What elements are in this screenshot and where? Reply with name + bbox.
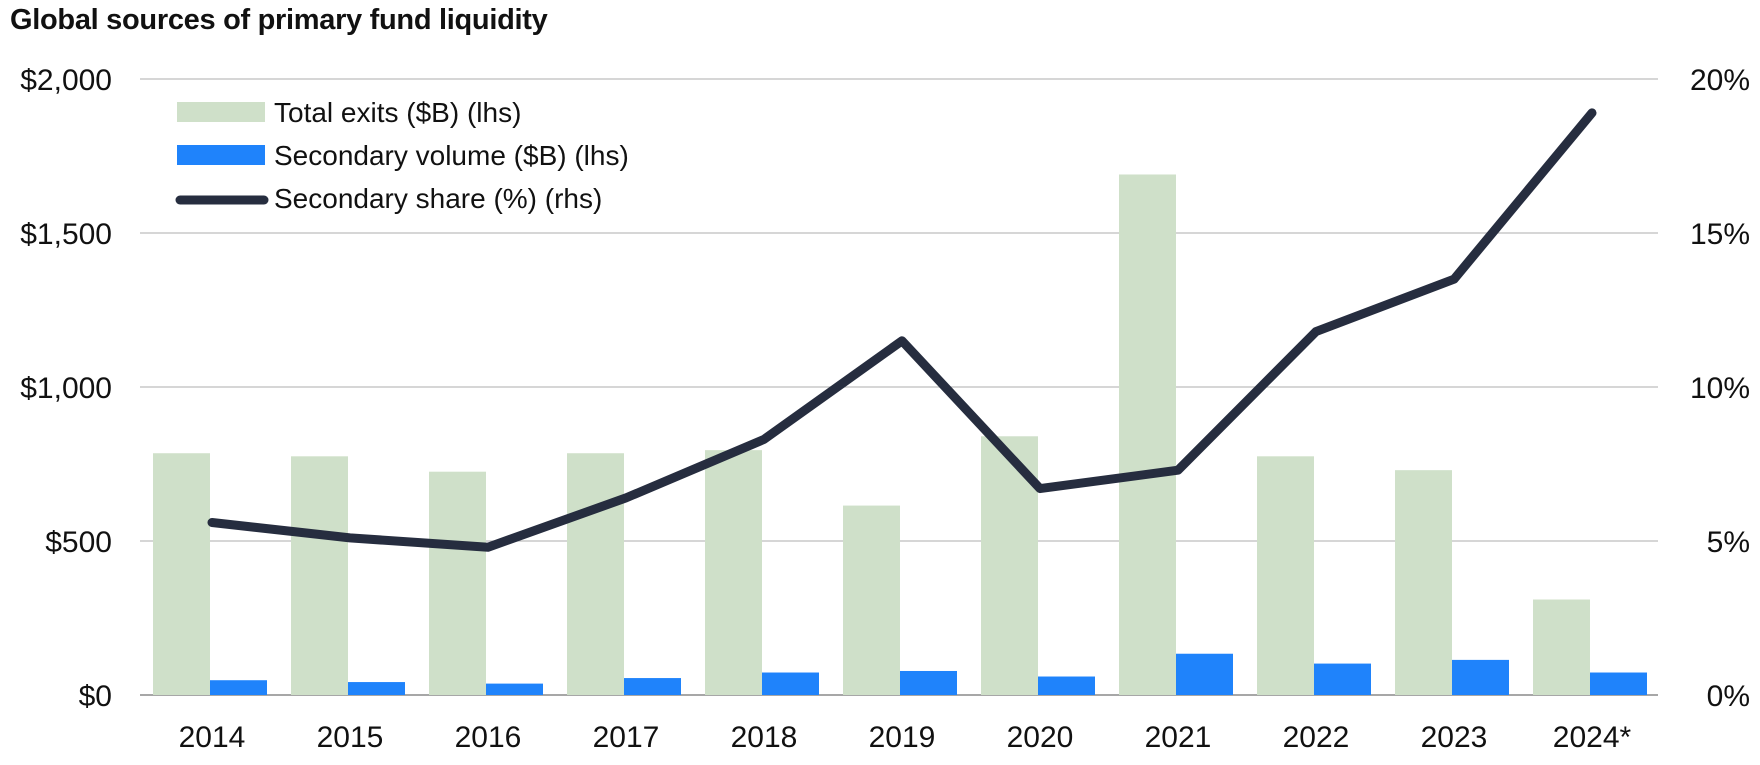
x-tick-label: 2023 [1421, 721, 1488, 754]
right-tick-label: 5% [1707, 526, 1750, 559]
total-exits-bar [1119, 174, 1176, 696]
x-tick-label: 2020 [1007, 721, 1074, 754]
left-tick-label: $0 [79, 680, 112, 713]
secondary-volume-bar [762, 672, 819, 695]
total-exits-bar [291, 456, 348, 695]
x-tick-label: 2015 [317, 721, 384, 754]
secondary-volume-bar [486, 683, 543, 695]
x-tick-label: 2022 [1283, 721, 1350, 754]
secondary-volume-bar [1590, 672, 1647, 695]
legend: Total exits ($B) (lhs) Secondary volume (… [175, 97, 629, 214]
x-tick-label: 2021 [1145, 721, 1212, 754]
x-tick-label: 2018 [731, 721, 798, 754]
x-tick-label: 2017 [593, 721, 660, 754]
left-tick-label: $1,500 [20, 218, 112, 251]
total-exits-bar [567, 453, 624, 695]
line-series [207, 108, 1597, 552]
right-tick-label: 0% [1707, 680, 1750, 713]
secondary-volume-bar [1176, 653, 1233, 695]
total-exits-bar [1533, 599, 1590, 695]
left-tick-label: $1,000 [20, 372, 112, 405]
left-tick-label: $500 [45, 526, 112, 559]
x-axis-labels: 2014 2015 2016 2017 2018 2019 2020 2021 2022 2023… [179, 721, 1632, 754]
total-exits-bar [843, 505, 900, 695]
secondary-volume-bar [210, 680, 267, 695]
bar-series [153, 174, 1647, 696]
right-axis-labels: 0% 5% 10% 15% 20% [1690, 64, 1750, 713]
right-tick-label: 15% [1690, 218, 1750, 251]
total-exits-bar [153, 453, 210, 695]
total-exits-bar [429, 471, 486, 695]
x-tick-label: 2024* [1553, 721, 1632, 754]
x-tick-label: 2014 [179, 721, 246, 754]
legend-swatch [177, 102, 265, 122]
right-tick-label: 20% [1690, 64, 1750, 97]
legend-label: Secondary share (%) (rhs) [274, 183, 602, 214]
total-exits-bar [1395, 470, 1452, 695]
legend-label: Total exits ($B) (lhs) [274, 97, 521, 128]
left-axis-labels: $0 $500 $1,000 $1,500 $2,000 [20, 64, 112, 713]
legend-swatch [177, 145, 265, 165]
right-tick-label: 10% [1690, 372, 1750, 405]
total-exits-bar [705, 450, 762, 695]
secondary-share-line [207, 108, 1597, 552]
secondary-volume-bar [348, 682, 405, 695]
total-exits-bar [1257, 456, 1314, 695]
secondary-volume-bar [1452, 659, 1509, 695]
left-tick-label: $2,000 [20, 64, 112, 97]
secondary-volume-bar [624, 678, 681, 695]
x-tick-label: 2016 [455, 721, 522, 754]
secondary-volume-bar [900, 670, 957, 695]
chart-title: Global sources of primary fund liquidity [10, 4, 548, 36]
secondary-volume-bar [1314, 663, 1371, 695]
secondary-volume-bar [1038, 676, 1095, 695]
x-tick-label: 2019 [869, 721, 936, 754]
legend-label: Secondary volume ($B) (lhs) [274, 140, 629, 171]
